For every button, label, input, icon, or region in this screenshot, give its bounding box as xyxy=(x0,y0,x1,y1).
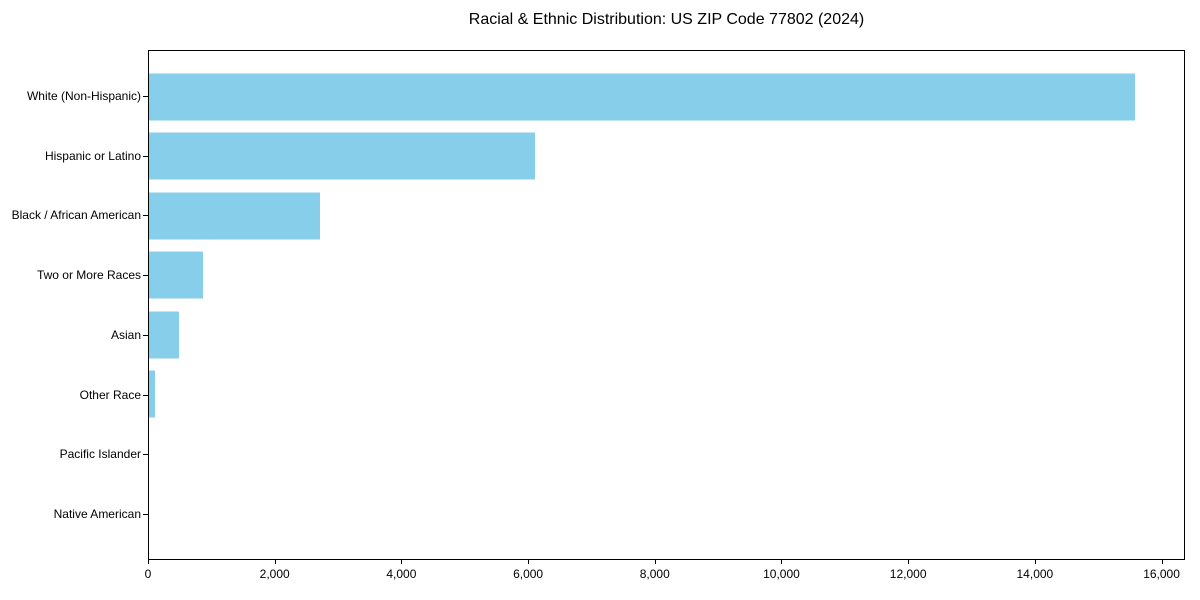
bar-asian xyxy=(149,311,179,359)
y-tick-label-other-race: Other Race xyxy=(79,387,141,402)
y-tick-mark xyxy=(143,95,148,97)
y-tick-label-hispanic-or-latino: Hispanic or Latino xyxy=(44,148,141,163)
y-tick-label-black-african-american: Black / African American xyxy=(11,208,141,223)
y-tick-label-native-american: Native American xyxy=(53,507,141,522)
y-tick-mark xyxy=(143,454,148,456)
y-tick-mark xyxy=(143,275,148,277)
y-axis-labels: White (Non-Hispanic) Hispanic or Latino Bl… xyxy=(0,66,141,544)
y-tick-label-white-non-hispanic: White (Non-Hispanic) xyxy=(26,88,141,103)
bar-row-hispanic-or-latino xyxy=(149,127,1184,187)
y-tick-mark xyxy=(143,155,148,157)
bar-black-african-american xyxy=(149,192,320,240)
bar-row-other-race xyxy=(149,365,1184,425)
chart-title: Racial & Ethnic Distribution: US ZIP Cod… xyxy=(468,11,865,28)
x-tick-label: 8,000 xyxy=(639,567,670,581)
x-tick-mark xyxy=(148,559,149,564)
y-tick-mark xyxy=(143,514,148,516)
x-tick-label: 6,000 xyxy=(513,567,544,581)
plot-area xyxy=(148,50,1185,560)
y-tick-mark xyxy=(143,334,148,336)
bar-hispanic-or-latino xyxy=(149,132,535,180)
x-tick-mark xyxy=(1161,559,1163,564)
x-tick-label: 12,000 xyxy=(889,567,927,581)
x-tick-mark xyxy=(781,559,783,564)
y-tick-mark xyxy=(143,394,148,396)
y-tick-mark xyxy=(143,215,148,217)
x-tick-mark xyxy=(908,559,910,564)
x-tick-label: 4,000 xyxy=(386,567,417,581)
y-tick-label-pacific-islander: Pacific Islander xyxy=(59,447,141,462)
y-tick-label-asian: Asian xyxy=(110,327,141,342)
x-tick-label: 14,000 xyxy=(1016,567,1054,581)
bar-other-race xyxy=(149,370,156,418)
x-tick-mark xyxy=(654,559,656,564)
bar-row-two-or-more-races xyxy=(149,246,1184,306)
x-tick-mark xyxy=(401,559,403,564)
bar-row-white-non-hispanic xyxy=(149,67,1184,127)
bar-row-native-american xyxy=(149,484,1184,544)
x-tick-label: 0 xyxy=(144,567,152,581)
bar-row-pacific-islander xyxy=(149,424,1184,484)
bar-row-asian xyxy=(149,305,1184,365)
x-tick-label: 10,000 xyxy=(763,567,800,581)
x-tick-mark xyxy=(274,559,276,564)
x-tick-mark xyxy=(1034,559,1036,564)
bar-white-non-hispanic xyxy=(149,73,1136,121)
bars-container xyxy=(149,67,1184,543)
x-tick-label: 16,000 xyxy=(1143,567,1180,581)
bar-row-black-african-american xyxy=(149,186,1184,246)
x-tick-mark xyxy=(528,559,530,564)
y-tick-label-two-or-more-races: Two or More Races xyxy=(36,268,141,283)
x-tick-label: 2,000 xyxy=(259,567,290,581)
bar-two-or-more-races xyxy=(149,251,203,299)
